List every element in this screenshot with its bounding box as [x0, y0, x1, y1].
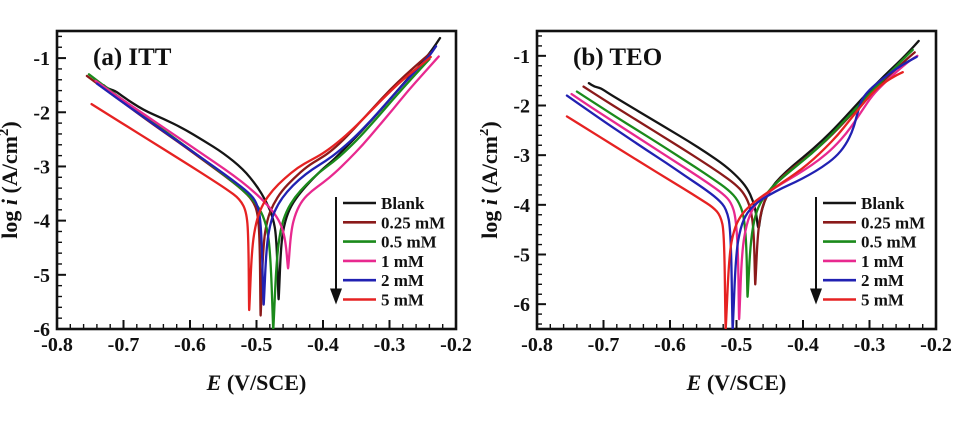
curve-5-mm — [90, 55, 432, 312]
y-axis-title: log i (A/cm2) — [480, 121, 502, 239]
y-axis-tick-label: -6 — [33, 319, 50, 341]
y-axis-tick-label: -5 — [513, 245, 530, 267]
legend-item: 1 mM — [343, 252, 424, 271]
plot-frame — [55, 29, 458, 331]
curve-1-mm — [94, 55, 440, 270]
y-axis-tick-label: -4 — [513, 195, 530, 217]
x-axis-title: E (V/SCE) — [206, 370, 307, 395]
x-axis-tick-label: -0.5 — [721, 334, 753, 356]
plot-frame — [535, 29, 938, 331]
y-axis-tick-label: -1 — [33, 48, 50, 70]
y-axis-tick-label: -2 — [513, 96, 530, 118]
legend-item: 0.25 mM — [343, 213, 445, 232]
legend-label: 5 mM — [861, 291, 904, 310]
legend-label: 2 mM — [861, 271, 904, 290]
panel-b-polarization-chart: -0.8 -0.7 -0.6 -0.5 -0.4 -0.3 -0.2 -1 -2 -3 -4 -5 -6… — [480, 29, 952, 395]
x-axis-tick-label: -0.7 — [588, 334, 620, 356]
x-axis-tick-label: -0.4 — [307, 334, 339, 356]
legend-label: 1 mM — [381, 252, 424, 271]
legend-item: 0.5 mM — [343, 233, 437, 252]
x-axis-tick-label: -0.8 — [521, 334, 553, 356]
legend-label: 1 mM — [861, 252, 904, 271]
legend-label: Blank — [381, 194, 425, 213]
legend-item: 5 mM — [823, 291, 904, 310]
y-axis-tick-label: -3 — [33, 156, 50, 178]
legend-item: 5 mM — [343, 291, 424, 310]
panel-a-polarization-chart: -0.8 -0.7 -0.6 -0.5 -0.4 -0.3 -0.2 -1 -2 -3 -4 -5 -6… — [0, 29, 472, 395]
legend-item: Blank — [343, 194, 425, 213]
x-axis-tick-label: -0.3 — [374, 334, 406, 356]
curve-0-5-mm — [575, 48, 914, 298]
x-axis-tick-label: -0.2 — [920, 334, 952, 356]
x-axis-tick-label: -0.5 — [241, 334, 273, 356]
y-axis-tick-label: -5 — [33, 265, 50, 287]
legend-item: 2 mM — [823, 271, 904, 290]
x-axis-tick-label: -0.6 — [654, 334, 686, 356]
y-axis-tick-label: -2 — [33, 102, 50, 124]
panel-title: (b) TEO — [573, 44, 662, 71]
legend-label: 0.5 mM — [381, 233, 437, 252]
x-axis-title: E (V/SCE) — [686, 370, 787, 395]
curves-layer — [565, 39, 920, 329]
x-axis-tick-label: -0.8 — [41, 334, 73, 356]
y-axis-tick-label: -4 — [33, 211, 50, 233]
legend-item: 2 mM — [343, 271, 424, 290]
y-axis-tick-label: -1 — [513, 46, 530, 68]
legend-label: 2 mM — [381, 271, 424, 290]
curve-1-mm — [570, 54, 919, 321]
legend-label: 5 mM — [381, 291, 424, 310]
curves-layer — [85, 36, 442, 329]
x-axis-tick-label: -0.7 — [108, 334, 140, 356]
legend-item: 0.5 mM — [823, 233, 917, 252]
curve-2-mm — [95, 45, 438, 306]
curve-5-mm — [565, 71, 904, 329]
legend-item: 0.25 mM — [823, 213, 925, 232]
x-axis-tick-label: -0.3 — [854, 334, 886, 356]
legend-label: 0.25 mM — [861, 213, 925, 232]
y-axis-tick-label: -6 — [513, 294, 530, 316]
x-axis-tick-label: -0.6 — [174, 334, 206, 356]
y-axis-title: log i (A/cm2) — [0, 121, 22, 239]
legend-down-arrowhead-icon — [330, 288, 342, 305]
legend-item: 1 mM — [823, 252, 904, 271]
x-axis-tick-label: -0.4 — [787, 334, 819, 356]
panel-title: (a) ITT — [93, 44, 172, 71]
legend-item: Blank — [823, 194, 905, 213]
y-axis-tick-label: -3 — [513, 145, 530, 167]
legend-label: 0.25 mM — [381, 213, 445, 232]
legend-label: 0.5 mM — [861, 233, 917, 252]
legend-down-arrowhead-icon — [810, 288, 822, 305]
legend-label: Blank — [861, 194, 905, 213]
x-axis-tick-label: -0.2 — [440, 334, 472, 356]
